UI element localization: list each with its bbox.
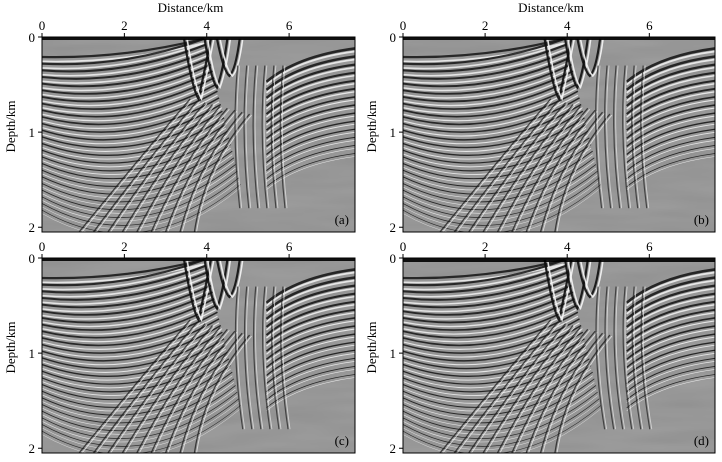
y-tick-label: 0: [29, 251, 36, 266]
x-tick-label: 4: [203, 239, 210, 254]
x-tick-label: 6: [646, 239, 653, 254]
x-tick-label: 2: [482, 239, 489, 254]
panel-label: (b): [694, 212, 709, 227]
x-axis-label: Distance/km: [518, 0, 584, 15]
seismic-image: [403, 258, 715, 453]
panel-0: 0 2 4 6 0 1 2 Distance/km Depth/km (a): [3, 0, 356, 235]
y-tick-label: 1: [390, 125, 397, 140]
x-tick-label: 0: [39, 18, 46, 33]
x-tick-label: 2: [482, 18, 489, 33]
x-tick-label: 6: [286, 239, 293, 254]
x-tick-label: 0: [400, 239, 407, 254]
y-tick-label: 2: [390, 220, 397, 235]
y-tick-label: 0: [390, 30, 397, 45]
panel-2: 0 2 4 6 0 1 2 Depth/km (c): [3, 239, 356, 456]
seismic-image: [42, 37, 355, 232]
x-tick-label: 4: [203, 18, 210, 33]
panel-label: (c): [335, 433, 349, 448]
x-tick-label: 2: [121, 18, 128, 33]
panel-frame: [41, 36, 356, 233]
x-tick-label: 6: [646, 18, 653, 33]
y-tick-label: 0: [390, 251, 397, 266]
x-axis-label: Distance/km: [158, 0, 224, 15]
panel-label: (d): [694, 433, 709, 448]
x-tick-label: 0: [39, 239, 46, 254]
panel-frame: [41, 257, 356, 454]
y-tick-label: 2: [29, 441, 36, 456]
panel-label: (a): [335, 212, 349, 227]
y-axis-label: Depth/km: [3, 322, 18, 374]
panel-frame: [402, 36, 716, 233]
panel-3: 0 2 4 6 0 1 2 Depth/km (d): [364, 239, 716, 456]
y-tick-label: 2: [390, 441, 397, 456]
panel-1: 0 2 4 6 0 1 2 Distance/km Depth/km (b): [364, 0, 716, 235]
y-tick-label: 0: [29, 30, 36, 45]
x-tick-label: 4: [564, 239, 571, 254]
y-tick-label: 1: [29, 125, 36, 140]
seismic-image: [403, 37, 715, 232]
x-tick-label: 0: [400, 18, 407, 33]
panel-frame: [402, 257, 716, 454]
x-tick-label: 2: [121, 239, 128, 254]
x-tick-label: 6: [286, 18, 293, 33]
y-axis-label: Depth/km: [364, 101, 379, 153]
y-axis-label: Depth/km: [364, 322, 379, 374]
x-tick-label: 4: [564, 18, 571, 33]
y-tick-label: 2: [29, 220, 36, 235]
y-axis-label: Depth/km: [3, 101, 18, 153]
y-tick-label: 1: [390, 346, 397, 361]
seismic-image: [42, 258, 355, 453]
y-tick-label: 1: [29, 346, 36, 361]
